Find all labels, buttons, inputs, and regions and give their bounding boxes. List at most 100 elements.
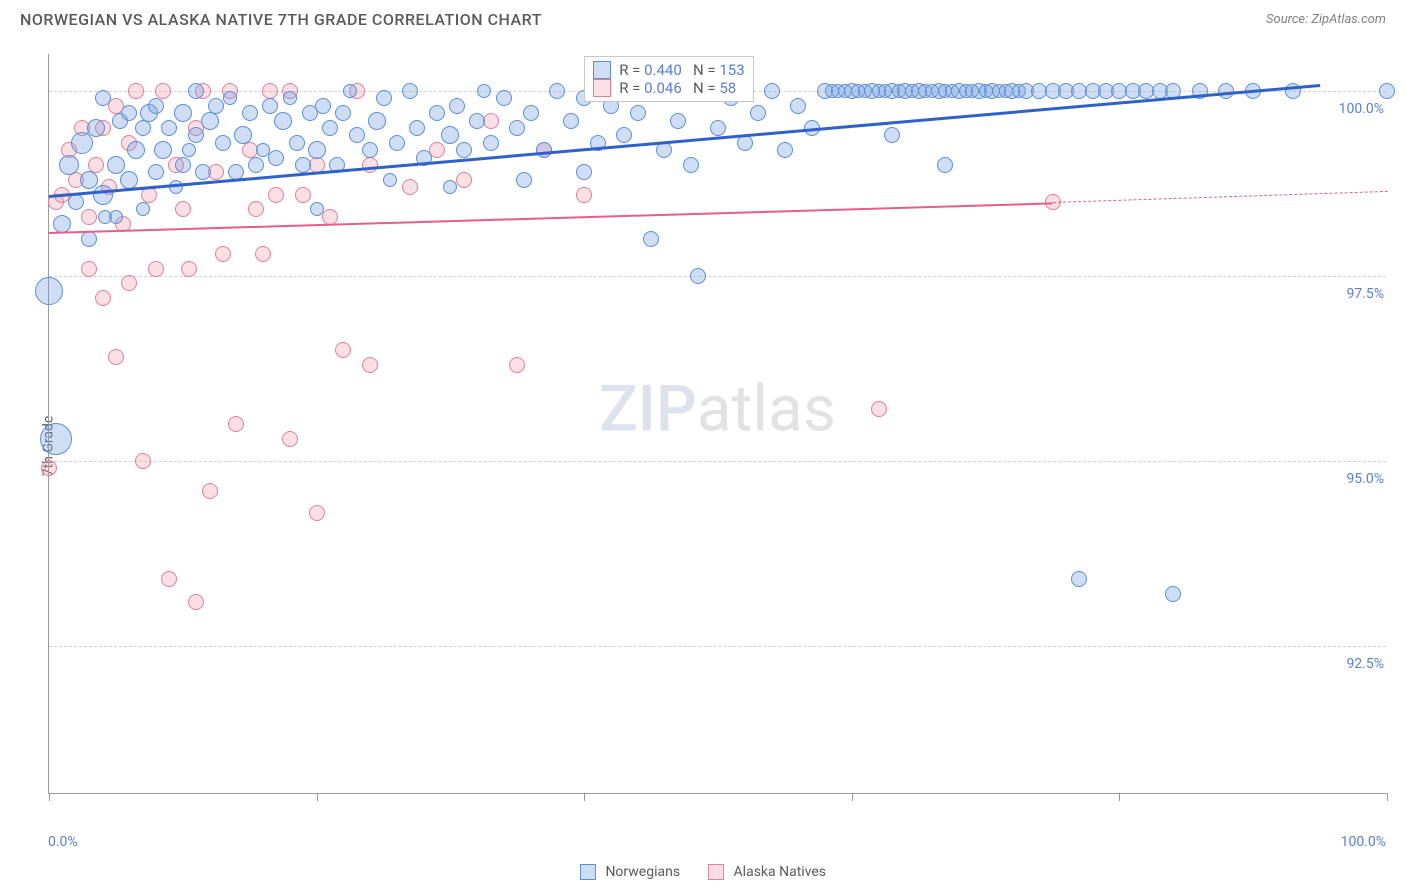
data-point-series1[interactable] (429, 105, 445, 121)
data-point-series1[interactable] (516, 172, 532, 188)
data-point-series1[interactable] (343, 84, 357, 98)
data-point-series1[interactable] (443, 180, 457, 194)
data-point-series2[interactable] (262, 83, 278, 99)
data-point-series2[interactable] (362, 357, 378, 373)
data-point-series1[interactable] (109, 210, 123, 224)
data-point-series1[interactable] (764, 83, 780, 99)
data-point-series1[interactable] (441, 126, 459, 144)
data-point-series1[interactable] (40, 423, 72, 455)
data-point-series1[interactable] (690, 268, 706, 284)
data-point-series1[interactable] (35, 277, 63, 305)
data-point-series2[interactable] (402, 179, 418, 195)
data-point-series2[interactable] (282, 431, 298, 447)
data-point-series1[interactable] (154, 141, 172, 159)
data-point-series2[interactable] (41, 460, 57, 476)
data-point-series1[interactable] (188, 83, 204, 99)
data-point-series1[interactable] (937, 157, 953, 173)
data-point-series2[interactable] (188, 594, 204, 610)
data-point-series1[interactable] (87, 119, 105, 137)
data-point-series2[interactable] (148, 261, 164, 277)
data-point-series1[interactable] (234, 126, 252, 144)
data-point-series2[interactable] (228, 416, 244, 432)
data-point-series2[interactable] (509, 357, 525, 373)
data-point-series1[interactable] (389, 135, 405, 151)
data-point-series1[interactable] (295, 157, 311, 173)
data-point-series2[interactable] (295, 187, 311, 203)
data-point-series1[interactable] (549, 83, 565, 99)
data-point-series1[interactable] (322, 120, 338, 136)
data-point-series1[interactable] (383, 173, 397, 187)
data-point-series1[interactable] (456, 142, 472, 158)
data-point-series2[interactable] (181, 261, 197, 277)
data-point-series1[interactable] (223, 91, 237, 105)
data-point-series1[interactable] (563, 113, 579, 129)
data-point-series1[interactable] (93, 185, 113, 205)
data-point-series1[interactable] (242, 105, 258, 121)
data-point-series1[interactable] (136, 202, 150, 216)
data-point-series1[interactable] (409, 120, 425, 136)
data-point-series1[interactable] (790, 98, 806, 114)
data-point-series1[interactable] (274, 112, 292, 130)
data-point-series1[interactable] (536, 142, 552, 158)
data-point-series1[interactable] (208, 98, 224, 114)
data-point-series1[interactable] (335, 105, 351, 121)
data-point-series1[interactable] (1071, 571, 1087, 587)
data-point-series2[interactable] (81, 261, 97, 277)
data-point-series1[interactable] (509, 120, 525, 136)
data-point-series1[interactable] (201, 112, 219, 130)
data-point-series1[interactable] (310, 202, 324, 216)
data-point-series1[interactable] (195, 164, 211, 180)
data-point-series1[interactable] (175, 157, 191, 173)
data-point-series1[interactable] (402, 83, 418, 99)
data-point-series1[interactable] (148, 164, 164, 180)
data-point-series2[interactable] (161, 571, 177, 587)
data-point-series1[interactable] (710, 120, 726, 136)
data-point-series1[interactable] (777, 142, 793, 158)
data-point-series2[interactable] (95, 290, 111, 306)
data-point-series1[interactable] (630, 105, 646, 121)
data-point-series2[interactable] (322, 209, 338, 225)
data-point-series1[interactable] (362, 142, 378, 158)
data-point-series1[interactable] (576, 164, 592, 180)
data-point-series1[interactable] (262, 98, 278, 114)
data-point-series1[interactable] (148, 98, 164, 114)
data-point-series2[interactable] (255, 246, 271, 262)
data-point-series1[interactable] (289, 135, 305, 151)
data-point-series2[interactable] (121, 275, 137, 291)
data-point-series2[interactable] (248, 201, 264, 217)
data-point-series1[interactable] (95, 90, 111, 106)
data-point-series1[interactable] (308, 141, 326, 159)
data-point-series2[interactable] (871, 401, 887, 417)
data-point-series1[interactable] (750, 105, 766, 121)
data-point-series2[interactable] (215, 246, 231, 262)
data-point-series2[interactable] (335, 342, 351, 358)
data-point-series2[interactable] (268, 187, 284, 203)
data-point-series1[interactable] (135, 120, 151, 136)
data-point-series2[interactable] (108, 349, 124, 365)
data-point-series1[interactable] (127, 141, 145, 159)
data-point-series2[interactable] (81, 209, 97, 225)
data-point-series1[interactable] (616, 127, 632, 143)
data-point-series2[interactable] (362, 157, 378, 173)
data-point-series1[interactable] (68, 194, 84, 210)
data-point-series1[interactable] (182, 143, 196, 157)
data-point-series1[interactable] (449, 98, 465, 114)
data-point-series1[interactable] (477, 84, 491, 98)
data-point-series1[interactable] (643, 231, 659, 247)
data-point-series1[interactable] (376, 90, 392, 106)
data-point-series1[interactable] (268, 150, 284, 166)
data-point-series1[interactable] (349, 127, 365, 143)
data-point-series1[interactable] (483, 135, 499, 151)
data-point-series1[interactable] (283, 91, 297, 105)
data-point-series1[interactable] (469, 113, 485, 129)
data-point-series1[interactable] (174, 104, 192, 122)
data-point-series1[interactable] (120, 171, 138, 189)
data-point-series1[interactable] (1165, 586, 1181, 602)
data-point-series1[interactable] (161, 120, 177, 136)
data-point-series1[interactable] (1379, 83, 1395, 99)
data-point-series1[interactable] (215, 135, 231, 151)
data-point-series1[interactable] (670, 113, 686, 129)
data-point-series2[interactable] (155, 83, 171, 99)
data-point-series2[interactable] (576, 187, 592, 203)
data-point-series2[interactable] (309, 505, 325, 521)
